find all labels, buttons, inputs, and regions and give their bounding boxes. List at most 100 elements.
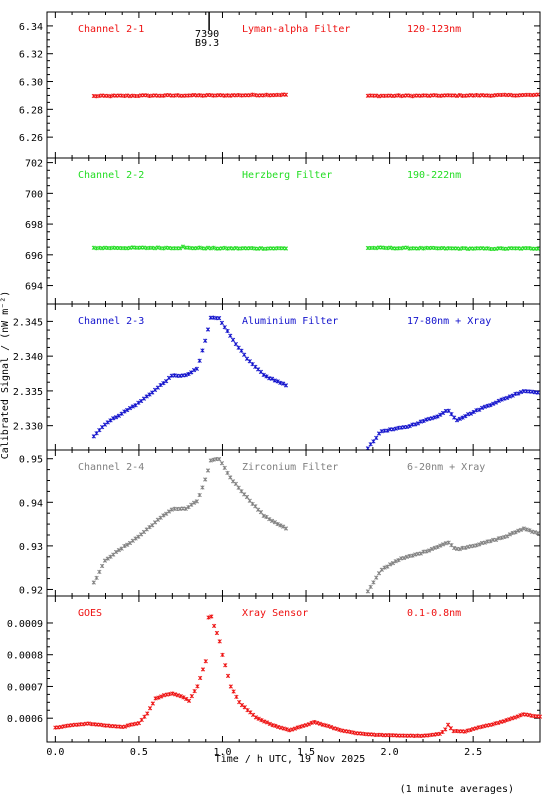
data-point	[510, 716, 515, 721]
data-point	[269, 518, 275, 524]
y-tick-label: 6.34	[19, 22, 43, 33]
data-point	[219, 461, 225, 466]
data-point	[228, 684, 233, 689]
filter-label: Xray Sensor	[242, 608, 308, 619]
footnote: (1 minute averages)	[400, 784, 514, 795]
y-tick-label: 0.0006	[7, 714, 43, 725]
data-point	[502, 534, 507, 540]
data-point	[328, 724, 334, 730]
data-point	[236, 485, 241, 490]
data-point	[477, 542, 482, 547]
data-point	[233, 341, 238, 347]
data-point	[278, 523, 283, 528]
data-point	[217, 316, 222, 321]
y-tick-label: 698	[25, 220, 43, 231]
x-axis-label: Time / h UTC, 19 Nov 2025	[215, 754, 366, 765]
data-point	[183, 506, 188, 511]
data-point	[513, 530, 518, 535]
data-point	[122, 724, 128, 729]
x-tick-label: 0.0	[46, 747, 64, 758]
data-point	[284, 727, 289, 732]
panel-4: 0.92 0.93 0.94 0.95 Channel 2-4 Zirconium Fil…	[19, 449, 541, 597]
data-point	[144, 394, 149, 399]
data-point	[156, 695, 161, 700]
event-marker: 7390 B9.3	[195, 12, 219, 49]
data-point	[147, 525, 152, 530]
data-point	[393, 559, 398, 564]
data-point	[205, 327, 211, 332]
data-point	[437, 731, 442, 737]
panel-frame	[46, 595, 541, 743]
data-point	[173, 692, 178, 697]
data-point	[452, 545, 457, 551]
data-point	[468, 411, 474, 416]
data-point	[262, 719, 267, 724]
panel-1: 6.26 6.28 6.30 6.32 6.34 Channel 2-1 Lyman-alp…	[19, 11, 541, 159]
data-point	[239, 348, 244, 353]
data-point	[247, 498, 252, 503]
y-tick-label: 6.28	[19, 105, 43, 116]
y-axis-label: Calibrated Signal / (nW m⁻²)	[0, 291, 11, 460]
y-tick-label: 702	[25, 159, 43, 170]
data-point	[272, 378, 277, 383]
data-point	[438, 543, 443, 548]
data-point	[203, 659, 208, 664]
data-point	[463, 545, 468, 550]
data-point	[122, 543, 127, 549]
data-point	[512, 715, 518, 720]
data-point	[298, 724, 303, 729]
data-point	[482, 404, 487, 409]
data-point	[205, 468, 211, 473]
data-point	[460, 415, 465, 420]
data-point	[493, 246, 499, 252]
data-point	[178, 693, 183, 699]
data-point	[440, 410, 446, 416]
channel-label: Channel 2-3	[78, 316, 144, 327]
data-point	[281, 524, 286, 529]
data-point	[228, 333, 233, 338]
data-point	[374, 435, 379, 440]
y-tick-label: 0.92	[19, 585, 43, 596]
data-point	[445, 722, 451, 727]
data-point	[178, 246, 183, 251]
data-point	[164, 379, 169, 384]
filter-label: Herzberg Filter	[242, 170, 332, 181]
y-tick-label: 2.335	[13, 387, 43, 398]
data-point	[108, 554, 113, 559]
data-point	[91, 580, 96, 585]
data-point	[432, 415, 437, 420]
data-point	[488, 402, 493, 408]
data-point	[206, 615, 211, 620]
data-point	[267, 517, 272, 522]
data-point	[125, 407, 130, 413]
data-point	[515, 714, 520, 719]
data-point	[211, 245, 216, 250]
data-point	[462, 729, 467, 734]
y-tick-label: 696	[25, 251, 43, 262]
data-point	[337, 727, 342, 732]
data-point	[527, 528, 532, 533]
data-point	[312, 719, 317, 725]
filter-label: Zirconium Filter	[242, 462, 338, 473]
y-tick-label: 6.32	[19, 50, 43, 61]
y-tick-label: 0.94	[19, 498, 43, 509]
data-point	[463, 246, 468, 251]
data-point	[317, 721, 323, 726]
data-point	[141, 396, 147, 401]
data-point	[365, 589, 370, 594]
data-point	[443, 727, 448, 732]
data-point	[175, 693, 181, 698]
data-point	[244, 494, 250, 500]
data-point	[295, 725, 300, 730]
data-point	[454, 418, 460, 423]
data-point	[496, 398, 501, 404]
data-point	[161, 513, 166, 518]
data-point	[264, 374, 269, 379]
wavelength-label: 6-20nm + Xray	[407, 462, 485, 473]
data-point	[507, 717, 512, 722]
data-point	[256, 716, 261, 721]
data-point	[122, 409, 127, 414]
data-point	[449, 411, 454, 417]
data-point	[233, 481, 238, 486]
